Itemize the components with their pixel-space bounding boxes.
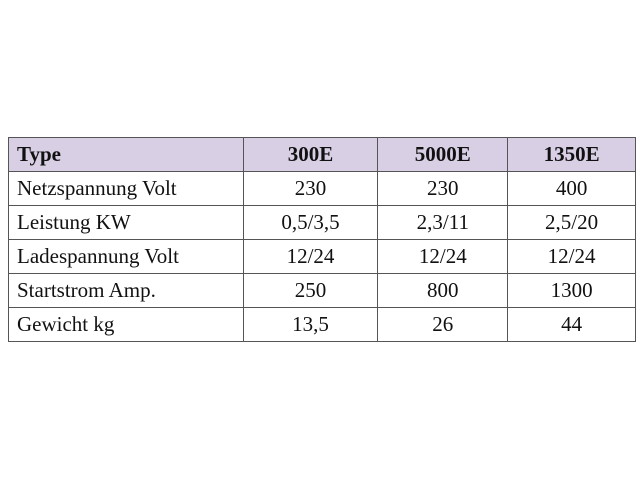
table-cell: 2,5/20 (507, 205, 636, 240)
table-row: Startstrom Amp. 250 800 1300 (8, 273, 636, 308)
table-cell: Startstrom Amp. (8, 273, 244, 308)
table-cell: Ladespannung Volt (8, 239, 244, 274)
table-row: Netzspannung Volt 230 230 400 (8, 171, 636, 206)
table-body: Type 300E 5000E 1350E Netzspannung Volt 230 23… (8, 137, 636, 342)
header-cell: 5000E (377, 137, 509, 172)
header-cell: Type (8, 137, 244, 172)
table-cell: 250 (242, 273, 379, 308)
header-row: Type 300E 5000E 1350E (8, 137, 636, 172)
table-cell: 12/24 (242, 239, 379, 274)
table-row: Leistung KW 0,5/3,5 2,3/11 2,5/20 (8, 205, 636, 240)
table-cell: 0,5/3,5 (242, 205, 379, 240)
table-cell: 2,3/11 (377, 205, 509, 240)
table-cell: 230 (377, 171, 509, 206)
table-cell: 230 (242, 171, 379, 206)
table-cell: 13,5 (242, 307, 379, 342)
table-row: Gewicht kg 13,5 26 44 (8, 307, 636, 342)
table-cell: Netzspannung Volt (8, 171, 244, 206)
table-cell: 12/24 (507, 239, 636, 274)
table-cell: 1300 (507, 273, 636, 308)
table-cell: Leistung KW (8, 205, 244, 240)
table-cell: 44 (507, 307, 636, 342)
table-row: Ladespannung Volt 12/24 12/24 12/24 (8, 239, 636, 274)
table-cell: 12/24 (377, 239, 509, 274)
table-cell: 800 (377, 273, 509, 308)
table-cell: 26 (377, 307, 509, 342)
header-cell: 300E (242, 137, 379, 172)
table-cell: 400 (507, 171, 636, 206)
spec-table: Type 300E 5000E 1350E Netzspannung Volt 230 23… (8, 137, 636, 342)
header-cell: 1350E (507, 137, 636, 172)
table-cell: Gewicht kg (8, 307, 244, 342)
